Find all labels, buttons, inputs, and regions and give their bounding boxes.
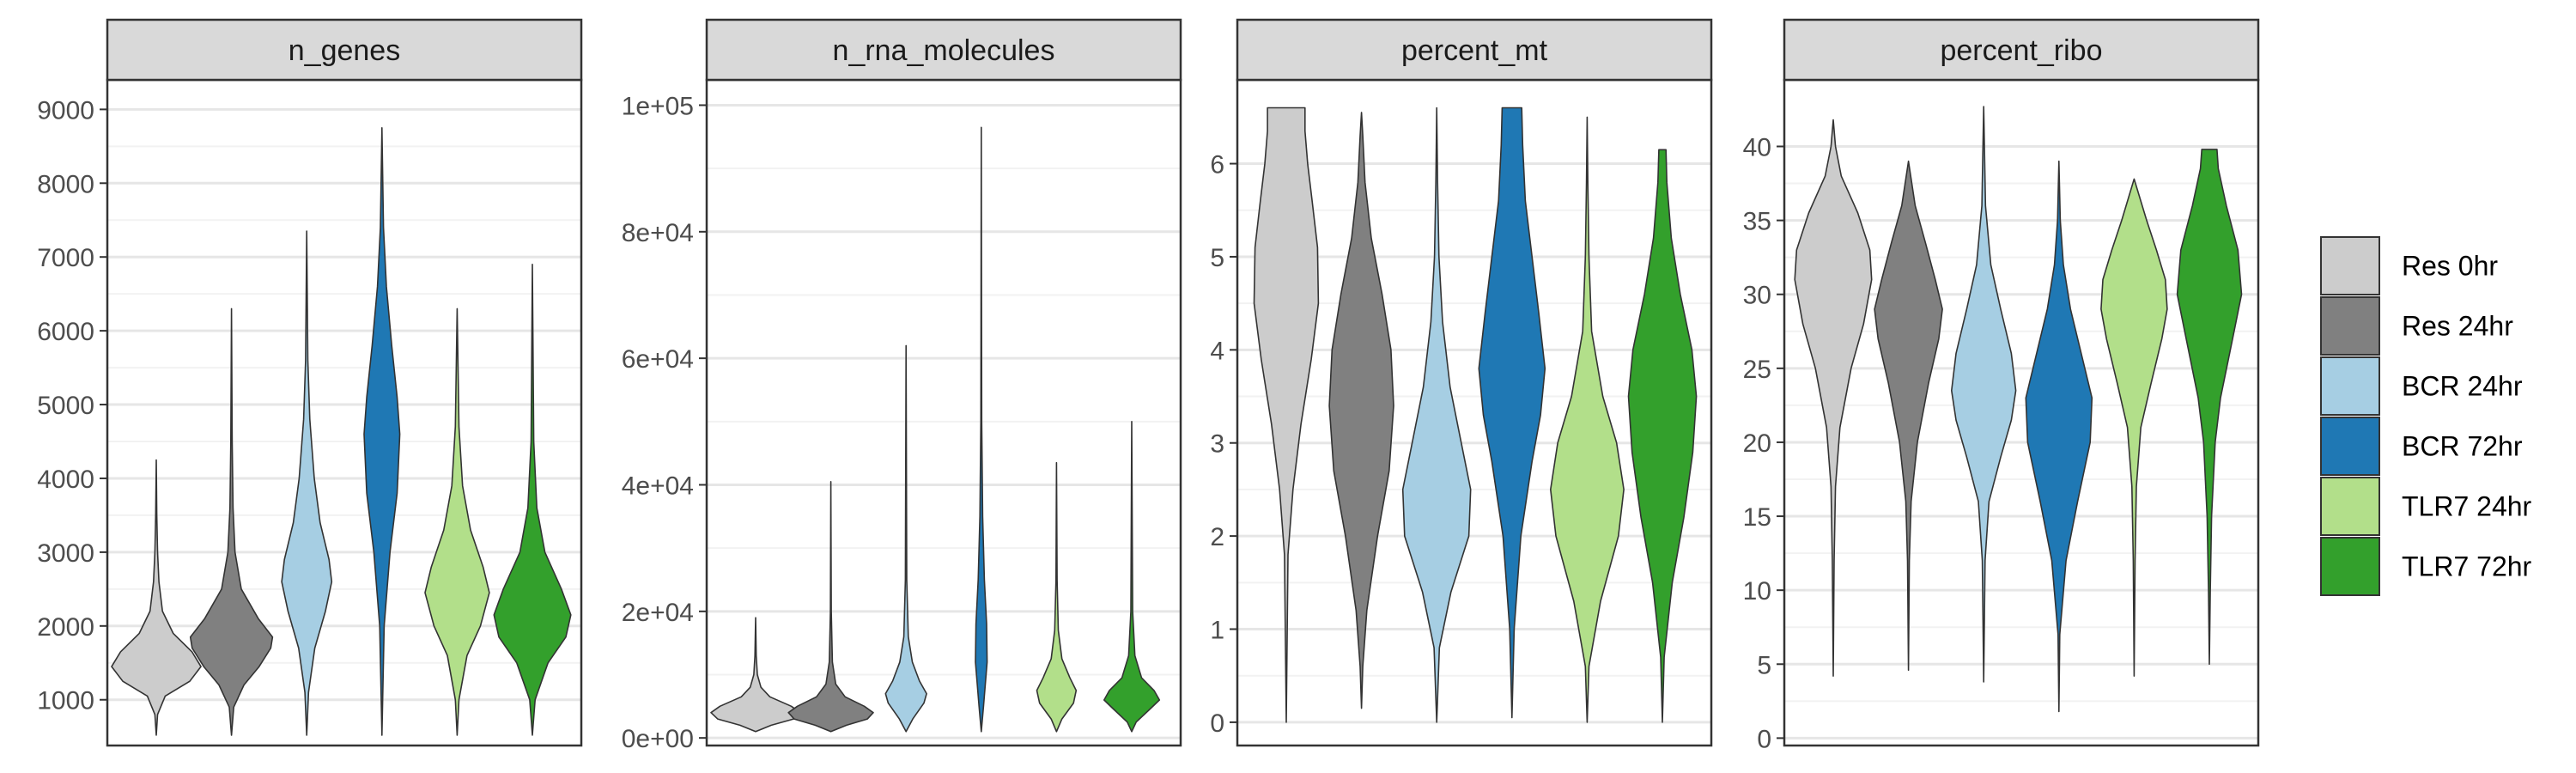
violin-tlr7-72hr: [2176, 149, 2243, 666]
y-tick-label: 7000: [37, 244, 94, 272]
legend-key-bcr-72hr: [2320, 417, 2380, 476]
y-tick-label: 9000: [37, 96, 94, 125]
violin-tlr7-72hr: [1627, 149, 1698, 723]
legend-key-bcr-24hr: [2320, 356, 2380, 416]
y-tick-label: 0e+00: [622, 725, 694, 753]
y-tick-label: 10: [1743, 577, 1771, 606]
y-tick-label: 8000: [37, 170, 94, 198]
facet-strip: [705, 18, 1182, 82]
facet-strip-label: percent_mt: [1401, 34, 1548, 67]
y-tick-label: 30: [1743, 282, 1771, 310]
violin-bcr-72hr: [2025, 160, 2093, 713]
panel-background: [707, 80, 1181, 746]
y-tick-label: 5: [1210, 244, 1224, 272]
y-tick-label: 8e+04: [622, 219, 694, 247]
y-tick-label: 0: [1210, 709, 1224, 738]
facet-strip-label: percent_ribo: [1940, 34, 2102, 67]
y-tick-label: 15: [1743, 503, 1771, 532]
y-tick-label: 35: [1743, 208, 1771, 236]
legend-item-bcr-24hr: BCR 24hr: [2320, 356, 2523, 416]
violin-tlr7-72hr: [1103, 421, 1161, 733]
violin-bcr-24hr: [1401, 107, 1472, 723]
violin-tlr7-24hr: [1036, 461, 1078, 733]
violin-bcr-24hr: [281, 230, 333, 736]
legend-key-res-0hr: [2320, 236, 2380, 295]
y-tick-label: 3000: [37, 539, 94, 568]
violin-tlr7-24hr: [1550, 116, 1625, 723]
violin-res-24hr: [1874, 160, 1943, 671]
violin-res-24hr: [787, 481, 874, 733]
facet-panels: 100020003000400050006000700080009000n_ge…: [37, 18, 2260, 753]
panel-background: [1784, 80, 2258, 746]
legend-item-res-24hr: Res 24hr: [2320, 296, 2513, 356]
violin-res-0hr: [111, 459, 202, 736]
y-tick-label: 25: [1743, 356, 1771, 384]
legend-label: Res 0hr: [2402, 251, 2498, 282]
facet-strip: [1236, 18, 1713, 82]
y-tick-label: 4e+04: [622, 472, 694, 500]
violin-res-0hr: [1794, 119, 1873, 677]
violin-res-24hr: [189, 307, 274, 736]
facet-panel-percent-mt: 0 1 2 3 4 5 6 percent_mt: [1210, 18, 1713, 747]
violin-res-0hr: [1253, 107, 1320, 723]
legend-label: Res 24hr: [2402, 311, 2513, 342]
legend-key-tlr7-72hr: [2320, 537, 2380, 596]
legend-item-bcr-72hr: BCR 72hr: [2320, 417, 2523, 476]
legend-label: BCR 24hr: [2402, 371, 2523, 402]
y-tick-label: 6: [1210, 151, 1224, 180]
y-tick-label: 40: [1743, 134, 1771, 162]
y-tick-label: 1: [1210, 617, 1224, 645]
violin-bcr-72hr: [363, 127, 401, 736]
y-tick-label: 20: [1743, 429, 1771, 458]
y-tick-label: 5: [1757, 651, 1771, 679]
violin-bcr-24hr: [884, 344, 927, 733]
facet-strip: [1783, 18, 2260, 82]
legend: Res 0hr Res 24hr BCR 24hr BCR 72hr TLR7 24hr…: [2320, 236, 2532, 596]
y-tick-label: 3: [1210, 430, 1224, 459]
y-tick-label: 6000: [37, 318, 94, 346]
y-tick-label: 1e+05: [622, 92, 694, 120]
legend-item-res-0hr: Res 0hr: [2320, 236, 2498, 295]
legend-item-tlr7-24hr: TLR7 24hr: [2320, 477, 2532, 536]
legend-label: TLR7 72hr: [2402, 551, 2532, 582]
y-tick-label: 4: [1210, 337, 1224, 365]
legend-key-tlr7-24hr: [2320, 477, 2380, 536]
y-tick-label: 6e+04: [622, 345, 694, 374]
facet-panel-n-genes: 1000 2000 3000 4000 5000 6000 7000 8000 9000 n_ge…: [37, 18, 583, 747]
y-tick-label: 4000: [37, 466, 94, 494]
y-tick-label: 2000: [37, 613, 94, 642]
legend-item-tlr7-72hr: TLR7 72hr: [2320, 537, 2532, 596]
violin-tlr7-72hr: [493, 264, 572, 736]
legend-label: TLR7 24hr: [2402, 491, 2532, 522]
facet-panel-n-rna-molecules: 0e+00 2e+04 4e+04 6e+04 8e+04 1e+05 n_rna_mole…: [622, 18, 1182, 753]
legend-key-res-24hr: [2320, 296, 2380, 356]
violin-bcr-24hr: [1951, 106, 2017, 683]
facet-strip: [106, 18, 583, 82]
y-tick-label: 2e+04: [622, 599, 694, 627]
violin-bcr-72hr: [975, 126, 988, 733]
y-tick-label: 1000: [37, 687, 94, 715]
violin-tlr7-24hr: [2100, 178, 2168, 677]
violin-tlr7-24hr: [424, 307, 490, 736]
violin-bcr-72hr: [1478, 107, 1546, 719]
facet-strip-label: n_rna_molecules: [833, 34, 1055, 67]
violin-res-24hr: [1328, 112, 1394, 709]
legend-label: BCR 72hr: [2402, 431, 2523, 462]
y-tick-label: 0: [1757, 725, 1771, 753]
facet-strip-label: n_genes: [289, 34, 400, 67]
y-tick-label: 2: [1210, 523, 1224, 551]
y-tick-label: 5000: [37, 392, 94, 420]
facet-panel-percent-ribo: 0 5 10 15 20 25 30 35 40 percent_ribo: [1743, 18, 2260, 753]
